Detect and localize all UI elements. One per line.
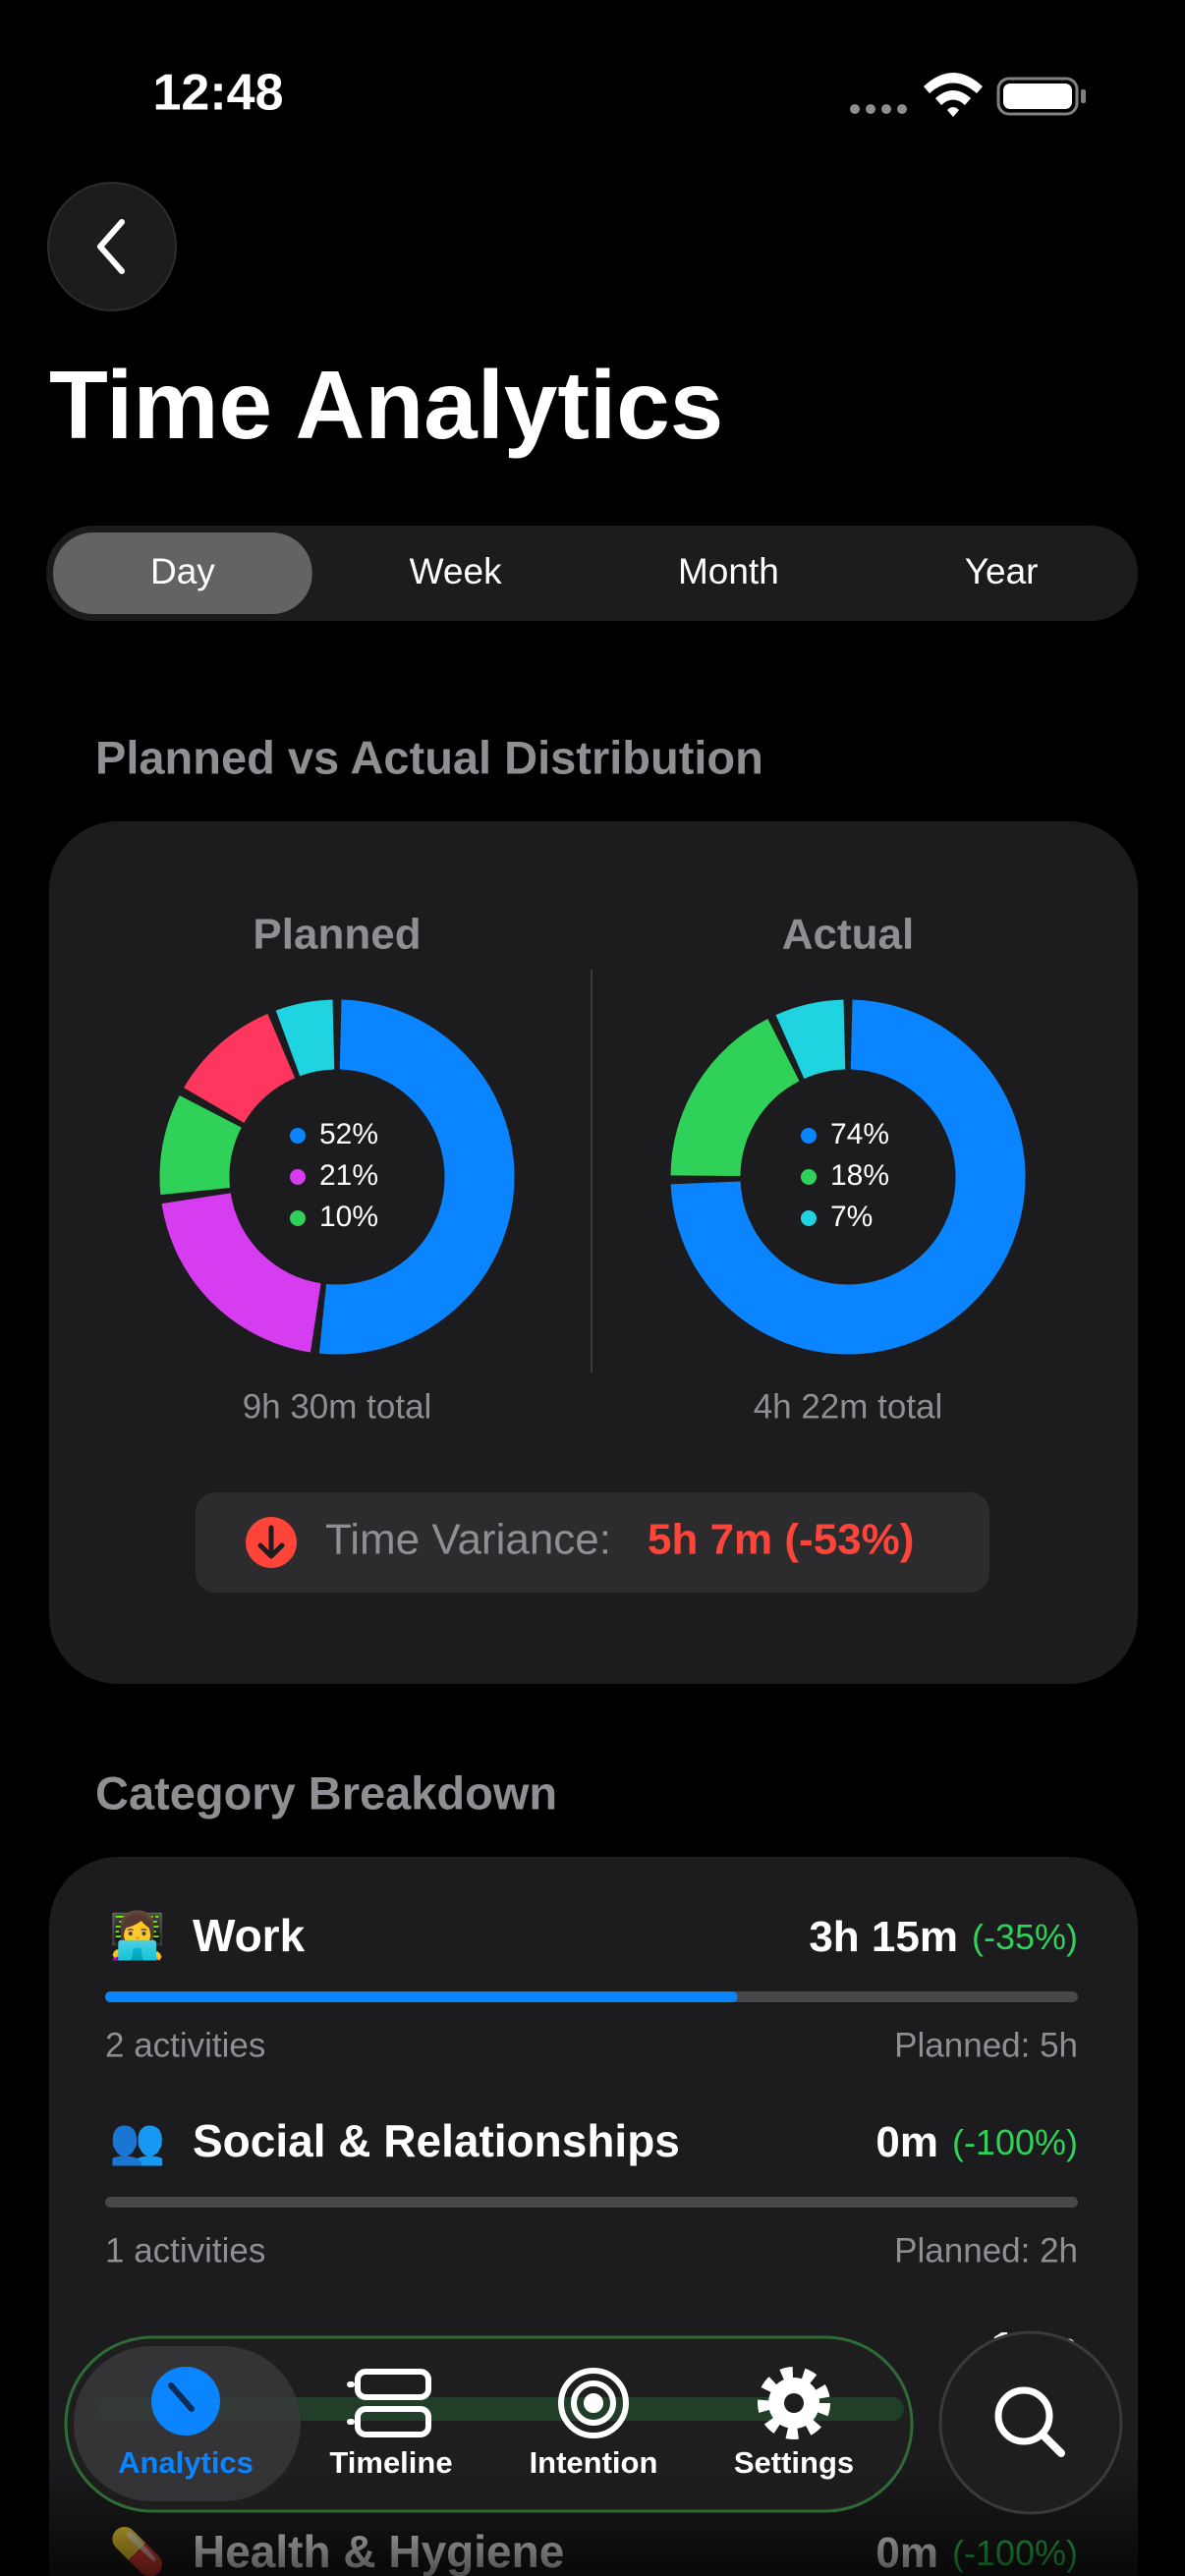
legend-label: 7%	[830, 1201, 873, 1233]
tab-label[interactable]: Intention	[530, 2445, 658, 2480]
category-time-line: 0m (-100%)	[875, 2118, 1078, 2166]
tab-label[interactable]: Timeline	[329, 2445, 452, 2480]
legend-dot	[801, 1169, 817, 1185]
signal-dots	[850, 104, 907, 114]
chart-title: Planned	[253, 911, 421, 959]
category-emoji: 👥	[109, 2115, 165, 2167]
category-change: (-100%)	[952, 2122, 1078, 2162]
period-tab[interactable]: Month	[678, 551, 779, 591]
pie-segment	[161, 1192, 322, 1353]
pie-segment	[670, 1019, 801, 1178]
legend-dot	[290, 1210, 306, 1226]
variance-box	[196, 1492, 989, 1593]
legend-label: 10%	[319, 1201, 378, 1233]
legend-dot	[290, 1169, 306, 1185]
legend-dot	[290, 1128, 306, 1144]
chart-total: 4h 22m total	[754, 1387, 943, 1426]
category-planned: Planned: 2h	[894, 2231, 1078, 2269]
category-planned: Planned: 5h	[894, 2026, 1078, 2064]
pie-segment	[318, 999, 515, 1355]
pie-segment	[184, 1013, 297, 1124]
category-time: 0m	[875, 2118, 938, 2166]
settings-icon	[758, 2367, 830, 2439]
chart-total: 9h 30m total	[243, 1387, 432, 1426]
battery-icon	[996, 77, 1086, 116]
category-activities: 1 activities	[105, 2231, 265, 2269]
chart-title: Actual	[782, 911, 914, 959]
tab-label[interactable]: Settings	[734, 2445, 854, 2480]
period-tab[interactable]: Year	[965, 551, 1039, 591]
period-control	[46, 526, 1138, 621]
pie-segment	[775, 999, 847, 1080]
variance-icon	[246, 1517, 297, 1568]
legend-dot	[801, 1210, 817, 1226]
legend-label: 21%	[319, 1159, 378, 1192]
search-button[interactable]	[938, 2330, 1123, 2515]
section-title: Category Breakdown	[95, 1766, 557, 1819]
category-time: 3h 15m	[809, 1913, 958, 1961]
legend-dot	[801, 1128, 817, 1144]
progress-track	[105, 2197, 1078, 2208]
category-activities: 2 activities	[105, 2026, 265, 2064]
period-tab[interactable]: Day	[150, 551, 215, 591]
pie-segment	[670, 999, 1026, 1355]
category-name: Work	[193, 1910, 306, 1961]
variance-label: Time Variance:	[325, 1516, 611, 1564]
timeline-icon	[347, 2369, 431, 2437]
pie-segment	[275, 999, 336, 1077]
analytics-icon	[151, 2367, 220, 2436]
legend-label: 18%	[830, 1159, 889, 1192]
category-emoji: 👩‍💻	[109, 1910, 165, 1962]
legend-label: 52%	[319, 1118, 378, 1150]
category-name: Social & Relationships	[193, 2115, 680, 2166]
progress-fill	[105, 1991, 738, 2002]
category-change: (-35%)	[972, 1917, 1078, 1957]
wifi-icon	[924, 73, 983, 117]
period-tab[interactable]: Week	[410, 551, 502, 591]
back-button[interactable]	[47, 182, 177, 311]
category-time-line: 3h 15m (-35%)	[809, 1913, 1078, 1961]
section-title: Planned vs Actual Distribution	[95, 731, 763, 783]
page-title: Time Analytics	[49, 351, 723, 459]
pie-segment	[159, 1095, 243, 1196]
status-time: 12:48	[153, 65, 284, 122]
period-tab-selected	[53, 532, 312, 614]
intention-icon	[558, 2368, 629, 2438]
legend-label: 74%	[830, 1118, 889, 1150]
variance-value: 5h 7m (-53%)	[648, 1516, 914, 1564]
tab-label[interactable]: Analytics	[118, 2445, 254, 2480]
